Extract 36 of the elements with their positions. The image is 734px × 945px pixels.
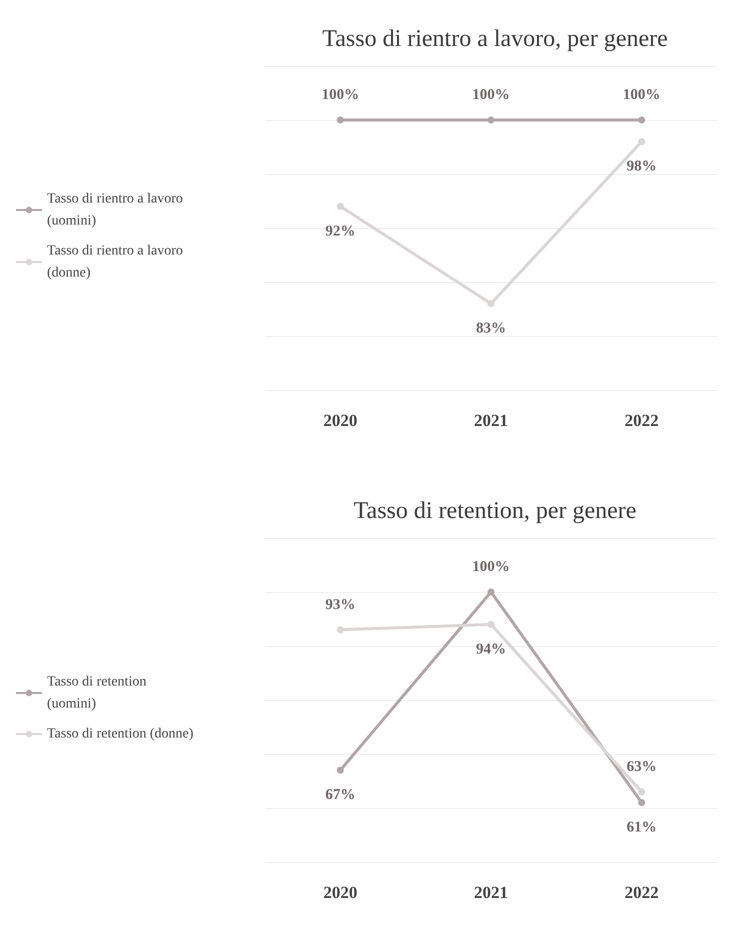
x-tick-label: 2022	[624, 411, 659, 430]
legend-label: Tasso di rientro a lavoro (uomini)	[47, 192, 186, 228]
x-tick-label: 2020	[323, 883, 358, 902]
data-label: 94%	[476, 641, 506, 658]
data-label: 93%	[325, 596, 356, 613]
data-label: 100%	[472, 87, 510, 103]
data-label: 63%	[626, 758, 657, 775]
point	[336, 202, 344, 210]
point	[488, 588, 494, 596]
point	[488, 116, 494, 124]
legend-label: Tasso di rientro a lavoro (donne)	[47, 244, 186, 280]
point	[638, 138, 646, 146]
point	[638, 799, 646, 806]
point	[488, 620, 494, 628]
chart-title: Tasso di retention, per genere	[354, 498, 636, 524]
point	[336, 626, 344, 634]
data-label: 67%	[325, 787, 356, 804]
data-label: 100%	[472, 559, 510, 575]
x-tick-label: 2022	[624, 883, 659, 902]
x-tick-label: 2020	[323, 411, 358, 430]
data-label: 92%	[325, 223, 356, 240]
data-label: 83%	[476, 320, 506, 337]
x-tick-label: 2021	[474, 883, 508, 902]
data-label: 98%	[626, 158, 657, 175]
point	[638, 116, 646, 124]
x-tick-label: 2021	[474, 411, 508, 430]
data-label: 61%	[626, 820, 657, 836]
legend-label: Tasso di retention (donne)	[47, 726, 194, 742]
data-label: 100%	[622, 87, 660, 103]
point	[488, 300, 494, 308]
point	[638, 788, 646, 796]
data-label: 100%	[322, 87, 360, 103]
chart-title: Tasso di rientro a lavoro, per genere	[322, 26, 668, 52]
point	[336, 766, 344, 774]
legend-label: Tasso di retention (uomini)	[47, 674, 150, 712]
point	[336, 116, 344, 124]
